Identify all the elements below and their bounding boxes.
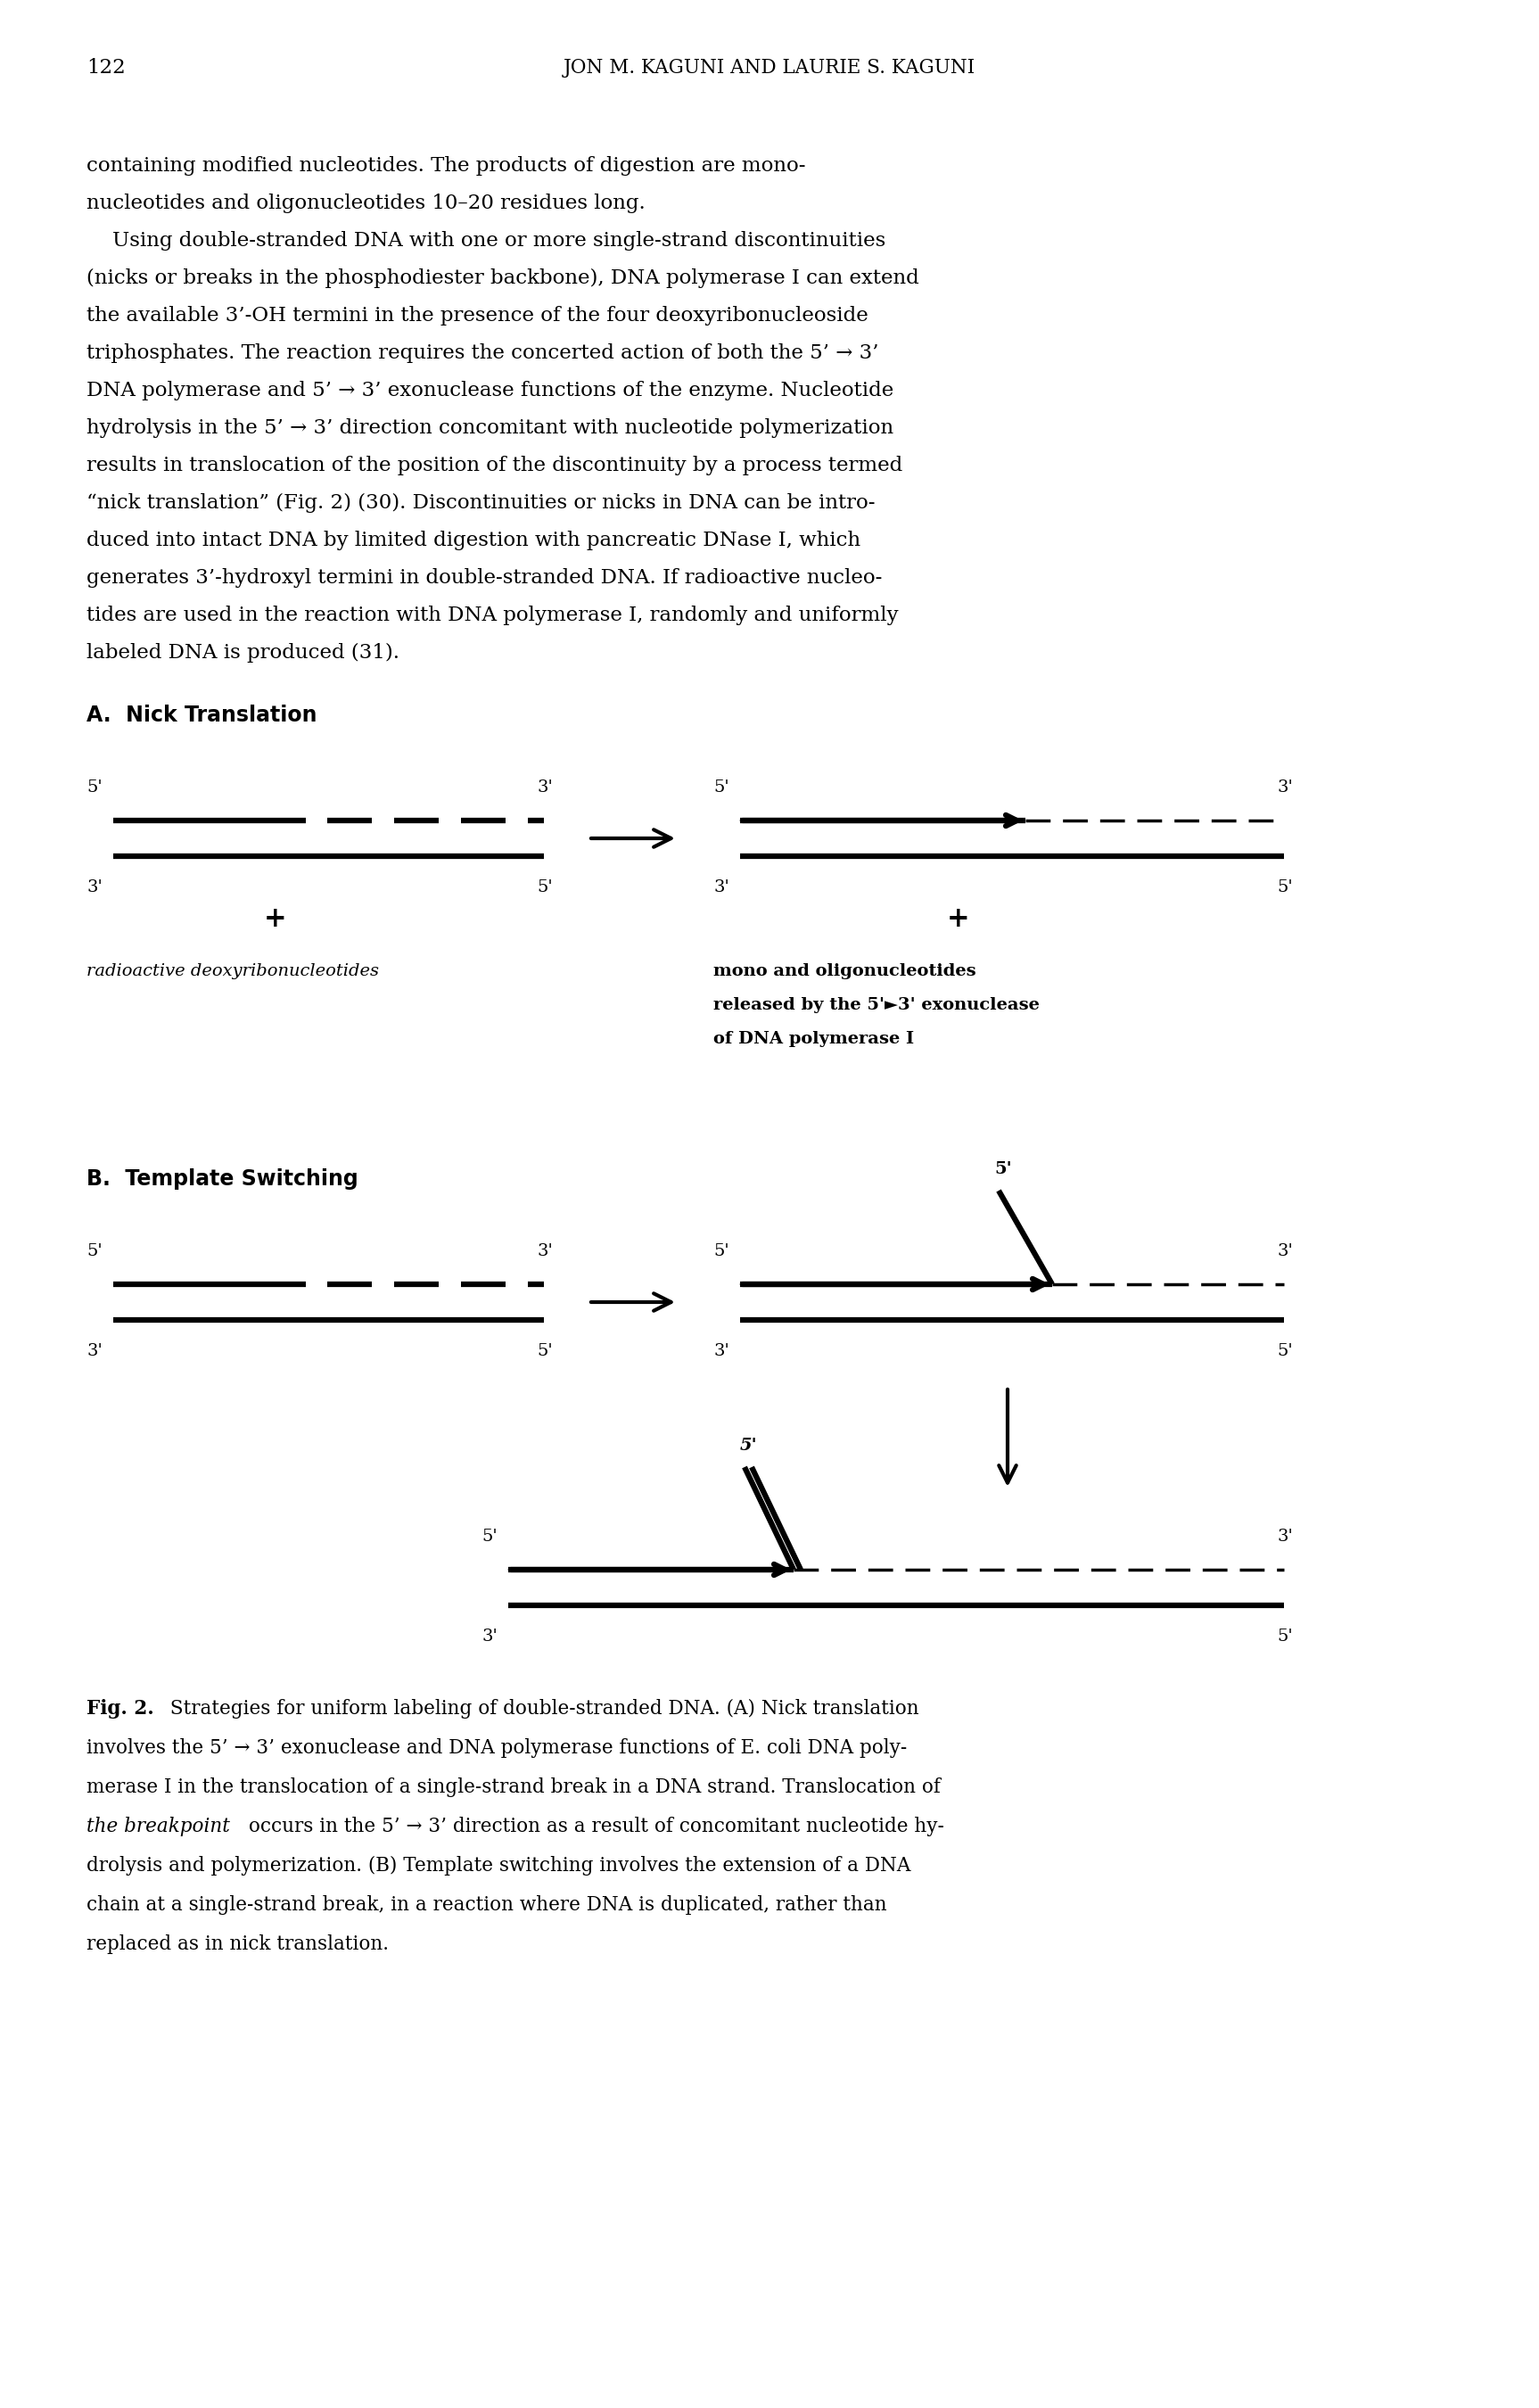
Text: +: +	[946, 905, 970, 932]
Text: JON M. KAGUNI AND LAURIE S. KAGUNI: JON M. KAGUNI AND LAURIE S. KAGUNI	[563, 58, 976, 77]
Text: radioactive deoxyribonucleotides: radioactive deoxyribonucleotides	[86, 963, 379, 980]
Text: the breakpoint: the breakpoint	[86, 1816, 229, 1837]
Text: the available 3’-OH termini in the presence of the four deoxyribonucleoside: the available 3’-OH termini in the prese…	[86, 306, 868, 325]
Text: involves the 5’ → 3’ exonuclease and DNA polymerase functions of ​E. coli​ DNA p: involves the 5’ → 3’ exonuclease and DNA…	[86, 1739, 906, 1758]
Text: DNA polymerase and 5’ → 3’ exonuclease functions of the enzyme. Nucleotide: DNA polymerase and 5’ → 3’ exonuclease f…	[86, 380, 894, 400]
Text: chain at a single-strand break, in a reaction where DNA is duplicated, rather th: chain at a single-strand break, in a rea…	[86, 1895, 886, 1914]
Text: 5': 5'	[713, 780, 729, 795]
Text: hydrolysis in the 5’ → 3’ direction concomitant with nucleotide polymerization: hydrolysis in the 5’ → 3’ direction conc…	[86, 419, 894, 438]
Text: replaced as in nick translation.: replaced as in nick translation.	[86, 1934, 389, 1953]
Text: 5': 5'	[482, 1529, 497, 1544]
Text: Using double-stranded DNA with one or more single-strand discontinuities: Using double-stranded DNA with one or mo…	[86, 231, 885, 250]
Text: merase I in the translocation of a single-strand break in a DNA strand. Transloc: merase I in the translocation of a singl…	[86, 1777, 940, 1796]
Text: B.  Template Switching: B. Template Switching	[86, 1168, 359, 1190]
Text: 3': 3'	[537, 780, 553, 795]
Text: triphosphates. The reaction requires the concerted action of both the 5’ → 3’: triphosphates. The reaction requires the…	[86, 344, 879, 364]
Text: 3': 3'	[713, 879, 729, 896]
Text: (nicks or breaks in the phosphodiester backbone), DNA polymerase I can extend: (nicks or breaks in the phosphodiester b…	[86, 267, 919, 289]
Text: 3': 3'	[1277, 1529, 1293, 1544]
Text: generates 3’-hydroxyl termini in double-stranded DNA. If radioactive nucleo-: generates 3’-hydroxyl termini in double-…	[86, 568, 882, 588]
Text: 5': 5'	[1277, 879, 1293, 896]
Text: 5': 5'	[994, 1161, 1011, 1178]
Text: 5': 5'	[537, 879, 553, 896]
Text: released by the 5'►3' exonuclease: released by the 5'►3' exonuclease	[713, 997, 1039, 1014]
Text: 5': 5'	[86, 780, 102, 795]
Text: 3': 3'	[86, 879, 102, 896]
Text: 3': 3'	[1277, 780, 1293, 795]
Text: labeled DNA is produced (31).: labeled DNA is produced (31).	[86, 643, 400, 662]
Text: 3': 3'	[713, 1344, 729, 1358]
Text: A.  Nick Translation: A. Nick Translation	[86, 706, 317, 725]
Text: 5': 5'	[1277, 1344, 1293, 1358]
Text: 3': 3'	[537, 1243, 553, 1259]
Text: 3': 3'	[482, 1628, 497, 1645]
Text: results in translocation of the position of the discontinuity by a process terme: results in translocation of the position…	[86, 455, 902, 474]
Text: Strategies for uniform labeling of double-stranded DNA. (​A​) Nick translation: Strategies for uniform labeling of doubl…	[165, 1700, 919, 1719]
Text: occurs in the 5’ → 3’ direction as a result of concomitant nucleotide hy-: occurs in the 5’ → 3’ direction as a res…	[243, 1816, 943, 1837]
Text: +: +	[263, 905, 286, 932]
Text: duced into intact DNA by limited digestion with pancreatic DNase I, which: duced into intact DNA by limited digesti…	[86, 530, 860, 551]
Text: 5': 5'	[86, 1243, 102, 1259]
Text: 5': 5'	[740, 1438, 757, 1454]
Text: 5': 5'	[713, 1243, 729, 1259]
Text: nucleotides and oligonucleotides 10–20 residues long.: nucleotides and oligonucleotides 10–20 r…	[86, 193, 645, 214]
Text: 122: 122	[86, 58, 126, 77]
Text: mono and oligonucleotides: mono and oligonucleotides	[713, 963, 976, 980]
Text: drolysis and polymerization. (​B​) Template switching involves the extension of : drolysis and polymerization. (​B​) Templ…	[86, 1857, 911, 1876]
Text: 5': 5'	[537, 1344, 553, 1358]
Text: 3': 3'	[1277, 1243, 1293, 1259]
Text: of DNA polymerase I: of DNA polymerase I	[713, 1031, 914, 1047]
Text: Fig. 2.: Fig. 2.	[86, 1700, 154, 1719]
Text: containing modified nucleotides. The products of digestion are mono-: containing modified nucleotides. The pro…	[86, 157, 805, 176]
Text: 5': 5'	[1277, 1628, 1293, 1645]
Text: tides are used in the reaction with DNA polymerase I, randomly and uniformly: tides are used in the reaction with DNA …	[86, 604, 899, 626]
Text: 3': 3'	[86, 1344, 102, 1358]
Text: “nick translation” (Fig. 2) (30). Discontinuities or nicks in DNA can be intro-: “nick translation” (Fig. 2) (30). Discon…	[86, 494, 876, 513]
